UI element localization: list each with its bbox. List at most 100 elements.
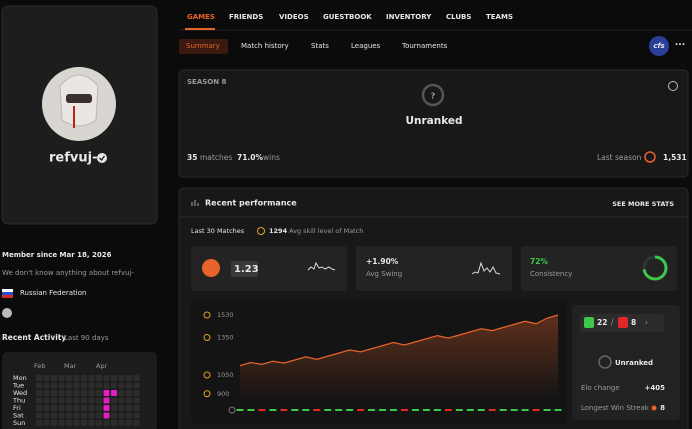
loss-badge bbox=[618, 317, 628, 328]
activity-cell bbox=[66, 412, 72, 419]
last-season-label: Last season bbox=[597, 153, 642, 162]
activity-cell bbox=[133, 405, 140, 411]
stat-card bbox=[356, 246, 512, 291]
matches-label: matches bbox=[200, 153, 232, 162]
month-label: Apr bbox=[96, 362, 108, 370]
day-label: Tue bbox=[12, 382, 24, 390]
activity-cell bbox=[126, 405, 132, 411]
see-more[interactable]: SEE MORE STATS bbox=[612, 200, 674, 208]
activity-cell bbox=[111, 412, 117, 419]
activity-cell bbox=[73, 382, 80, 389]
activity-cell bbox=[88, 382, 95, 389]
consistency-value: 72% bbox=[530, 257, 548, 266]
filter[interactable]: Last 30 Matches bbox=[191, 227, 245, 235]
activity-cell bbox=[43, 405, 50, 411]
subtab-active[interactable] bbox=[179, 39, 228, 54]
performance-title: Recent performance bbox=[205, 199, 297, 208]
perf-icon bbox=[191, 200, 199, 206]
activity-cell bbox=[96, 382, 102, 389]
nav-tab[interactable]: TEAMS bbox=[486, 13, 513, 21]
nav-tab[interactable]: GUESTBOOK bbox=[323, 13, 372, 21]
y-tick-icon bbox=[203, 334, 211, 341]
y-tick-label: 900 bbox=[217, 390, 229, 398]
more-menu[interactable]: ··· bbox=[675, 41, 685, 51]
y-tick-icon bbox=[203, 390, 211, 398]
rank-icon bbox=[421, 83, 445, 107]
activity-cell bbox=[88, 405, 95, 411]
subtab[interactable]: Summary bbox=[186, 42, 220, 50]
activity-cell bbox=[103, 397, 110, 404]
activity-cell bbox=[118, 405, 125, 411]
nav-tab[interactable]: VIDEOS bbox=[279, 13, 309, 21]
consistency-label: Consistency bbox=[530, 270, 572, 278]
activity-cell bbox=[96, 390, 102, 396]
activity-cell bbox=[66, 382, 72, 389]
activity-cell bbox=[51, 375, 57, 381]
subtab[interactable]: Stats bbox=[311, 42, 329, 50]
activity-cell bbox=[81, 412, 87, 419]
subtab[interactable]: Match history bbox=[241, 42, 289, 50]
win-badge bbox=[584, 317, 594, 328]
activity-cell bbox=[118, 420, 125, 426]
activity-subtitle: Last 90 days bbox=[64, 334, 109, 342]
nav-tab[interactable]: INVENTORY bbox=[386, 13, 432, 21]
activity-cell bbox=[51, 412, 57, 419]
chevron[interactable]: › bbox=[645, 318, 648, 327]
swing-value: +1.90% bbox=[366, 257, 399, 266]
activity-cell bbox=[103, 420, 110, 426]
losses: 8 bbox=[631, 318, 636, 327]
activity-cell bbox=[81, 397, 87, 404]
nav-tab[interactable]: GAMES bbox=[187, 13, 215, 21]
activity-cell bbox=[126, 420, 132, 426]
activity-cell bbox=[96, 412, 102, 419]
y-tick-icon bbox=[203, 311, 211, 319]
activity-cell bbox=[111, 405, 117, 411]
activity-cell bbox=[58, 412, 65, 419]
activity-cell bbox=[133, 375, 140, 381]
member-since: Member since Mar 18, 2026 bbox=[2, 251, 112, 259]
bio: We don't know anything about refvuj- bbox=[2, 269, 134, 277]
activity-cell bbox=[58, 382, 65, 389]
activity-cell bbox=[88, 420, 95, 426]
activity-cell bbox=[88, 412, 95, 419]
activity-cell bbox=[51, 420, 57, 426]
activity-cell bbox=[36, 397, 42, 404]
activity-cell bbox=[96, 420, 102, 426]
avg-skill-label: Avg skill level of Match bbox=[289, 227, 363, 235]
activity-cell bbox=[66, 375, 72, 381]
info-icon[interactable] bbox=[668, 81, 678, 91]
winrate: 71.0% bbox=[237, 153, 264, 162]
day-label: Mon bbox=[13, 374, 27, 382]
nav-tab[interactable]: CLUBS bbox=[446, 13, 471, 21]
steam-icon[interactable] bbox=[2, 308, 12, 318]
streak-label: Longest Win Streak bbox=[581, 404, 650, 412]
subtab[interactable]: Leagues bbox=[351, 42, 381, 50]
activity-cell bbox=[81, 420, 87, 426]
badge[interactable] bbox=[649, 36, 669, 56]
wins: 22 bbox=[597, 318, 607, 327]
rating-value: 1.23 bbox=[234, 264, 259, 275]
activity-cell bbox=[118, 397, 125, 404]
activity-cell bbox=[58, 405, 65, 411]
activity-cell bbox=[66, 390, 72, 396]
activity-cell bbox=[73, 420, 80, 426]
panel-rank-icon bbox=[598, 355, 612, 369]
elo-change-label: Elo change bbox=[581, 384, 620, 392]
verified-check bbox=[99, 155, 106, 161]
subtab[interactable]: Tournaments bbox=[401, 42, 448, 50]
day-label: Wed bbox=[13, 389, 27, 397]
activity-cell bbox=[103, 405, 110, 411]
activity-cell bbox=[103, 382, 110, 389]
day-label: Sat bbox=[13, 412, 24, 420]
season-label: SEASON 8 bbox=[187, 78, 227, 86]
flag bbox=[2, 292, 13, 295]
activity-cell bbox=[81, 390, 87, 396]
activity-cell bbox=[51, 382, 57, 389]
activity-cell bbox=[81, 405, 87, 411]
activity-cell bbox=[43, 412, 50, 419]
nav-tab[interactable]: FRIENDS bbox=[229, 13, 263, 21]
badge-text: cfs bbox=[653, 42, 664, 50]
elo-line bbox=[239, 314, 559, 367]
